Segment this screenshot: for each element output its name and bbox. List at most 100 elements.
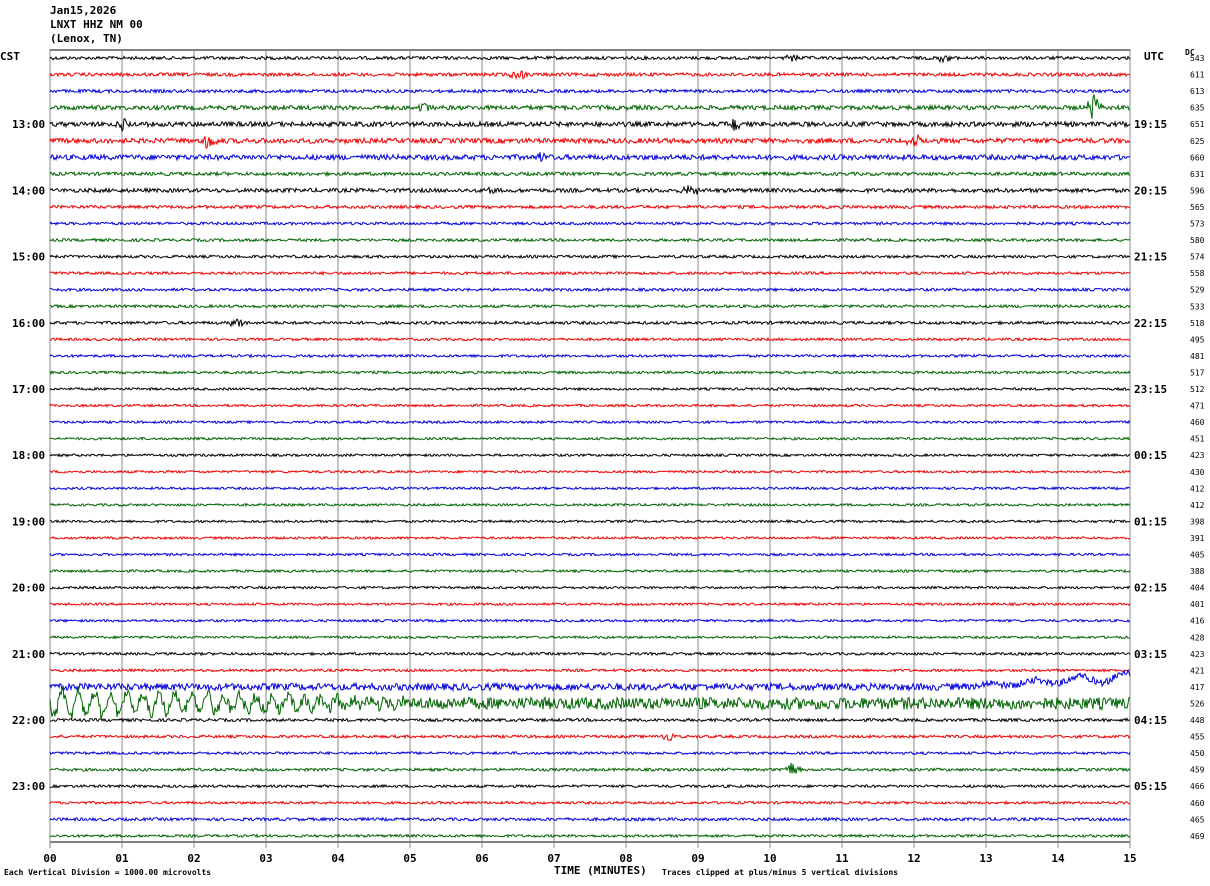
dc-offset-label: 460: [1190, 799, 1205, 808]
cst-hour-label: 23:00: [12, 780, 45, 793]
dc-offset-label: 529: [1190, 286, 1205, 295]
x-tick-label: 08: [619, 852, 632, 865]
trace-line: [49, 118, 1131, 133]
dc-offset-label: 401: [1190, 600, 1205, 609]
trace-line: [49, 220, 1131, 227]
trace-line: [49, 750, 1131, 756]
trace-line: [49, 601, 1131, 607]
trace-line: [49, 403, 1131, 408]
x-tick-label: 02: [187, 852, 200, 865]
trace-line: [49, 833, 1131, 839]
scale-note: Each Vertical Division = 1000.00 microvo…: [4, 868, 212, 877]
trace-line: [49, 152, 1131, 163]
x-tick-label: 10: [763, 852, 776, 865]
dc-offset-label: 613: [1190, 87, 1205, 96]
utc-hour-label: 05:15: [1134, 780, 1167, 793]
utc-hour-label: 22:15: [1134, 317, 1167, 330]
x-tick-label: 00: [43, 852, 56, 865]
dc-offset-label: 417: [1190, 683, 1205, 692]
dc-offset-label: 565: [1190, 203, 1205, 212]
dc-offset-label: 635: [1190, 104, 1205, 113]
utc-hour-label: 21:15: [1134, 251, 1167, 264]
dc-offset-label: 404: [1190, 584, 1205, 593]
dc-offset-label: 460: [1190, 418, 1205, 427]
dc-offset-label: 450: [1190, 749, 1205, 758]
cst-hour-label: 20:00: [12, 582, 45, 595]
dc-offset-label: 455: [1190, 733, 1205, 742]
trace-line: [49, 237, 1131, 243]
trace-line: [49, 88, 1131, 95]
trace-line: [49, 54, 1131, 64]
x-tick-label: 09: [691, 852, 704, 865]
dc-offset-label: 416: [1190, 617, 1205, 626]
dc-offset-label: 651: [1190, 120, 1205, 129]
trace-line: [49, 502, 1131, 508]
x-tick-label: 14: [1051, 852, 1065, 865]
x-tick-label: 13: [979, 852, 992, 865]
trace-line: [49, 318, 1131, 328]
axis-labels: 00 01 02 03 04 05 06 07 08 09 10 11 12 13 14 15 543 611 61…: [12, 54, 1205, 865]
dc-offset-label: 611: [1190, 71, 1205, 80]
x-tick-label: 05: [403, 852, 416, 865]
trace-line: [49, 667, 1131, 673]
cst-hour-label: 17:00: [12, 383, 45, 396]
clip-note: Traces clipped at plus/minus 5 vertical …: [662, 868, 899, 877]
trace-line: [49, 585, 1131, 590]
x-tick-label: 03: [259, 852, 272, 865]
cst-hour-label: 21:00: [12, 648, 45, 661]
dc-offset-label: 412: [1190, 484, 1205, 493]
trace-line: [49, 568, 1131, 574]
dc-offset-label: 526: [1190, 699, 1205, 708]
dc-offset-label: 421: [1190, 666, 1205, 675]
dc-offset-label: 448: [1190, 716, 1205, 725]
utc-axis-title: UTC: [1144, 50, 1164, 63]
x-tick-label: 11: [835, 852, 849, 865]
cst-hour-label: 22:00: [12, 714, 45, 727]
utc-hour-label: 04:15: [1134, 714, 1167, 727]
dc-offset-label: 469: [1190, 832, 1205, 841]
dc-offset-label: 517: [1190, 368, 1205, 377]
trace-line: [49, 816, 1130, 823]
dc-offset-label: 388: [1190, 567, 1205, 576]
trace-line: [49, 386, 1131, 392]
trace-line: [49, 436, 1131, 441]
dc-offset-label: 574: [1190, 253, 1205, 262]
utc-hour-label: 23:15: [1134, 383, 1167, 396]
trace-line: [49, 369, 1131, 376]
utc-hour-label: 20:15: [1134, 184, 1167, 197]
dc-offset-label: 558: [1190, 269, 1205, 278]
cst-axis-title: CST: [0, 50, 20, 63]
x-tick-label: 12: [907, 852, 920, 865]
trace-line: [49, 69, 1131, 81]
station-header: Jan15,2026 LNXT HHZ NM 00 (Lenox, TN): [50, 4, 143, 46]
seismic-traces: [49, 54, 1131, 839]
trace-line: [49, 651, 1131, 657]
trace-line: [49, 185, 1131, 195]
trace-line: [49, 669, 1131, 693]
trace-line: [49, 94, 1131, 119]
dc-label: DC: [1185, 48, 1195, 57]
utc-hour-label: 03:15: [1134, 648, 1167, 661]
trace-line: [49, 634, 1131, 640]
trace-line: [50, 535, 1131, 541]
dc-offset-label: 512: [1190, 385, 1205, 394]
dc-offset-label: 423: [1190, 650, 1205, 659]
cst-hour-label: 14:00: [12, 184, 45, 197]
cst-hour-label: 15:00: [12, 251, 45, 264]
trace-line: [49, 203, 1131, 211]
trace-line: [49, 717, 1131, 723]
dc-offset-label: 405: [1190, 551, 1205, 560]
dc-offset-label: 495: [1190, 335, 1205, 344]
dc-offset-label: 543: [1190, 54, 1205, 63]
dc-offset-label: 481: [1190, 352, 1205, 361]
trace-line: [49, 253, 1131, 260]
dc-offset-label: 631: [1190, 170, 1205, 179]
trace-line: [49, 353, 1130, 359]
location-label: (Lenox, TN): [50, 32, 123, 45]
minute-grid: [49, 50, 1131, 848]
cst-hour-label: 13:00: [12, 118, 45, 131]
dc-offset-label: 451: [1190, 435, 1205, 444]
x-tick-label: 04: [331, 852, 345, 865]
x-tick-label: 15: [1123, 852, 1136, 865]
